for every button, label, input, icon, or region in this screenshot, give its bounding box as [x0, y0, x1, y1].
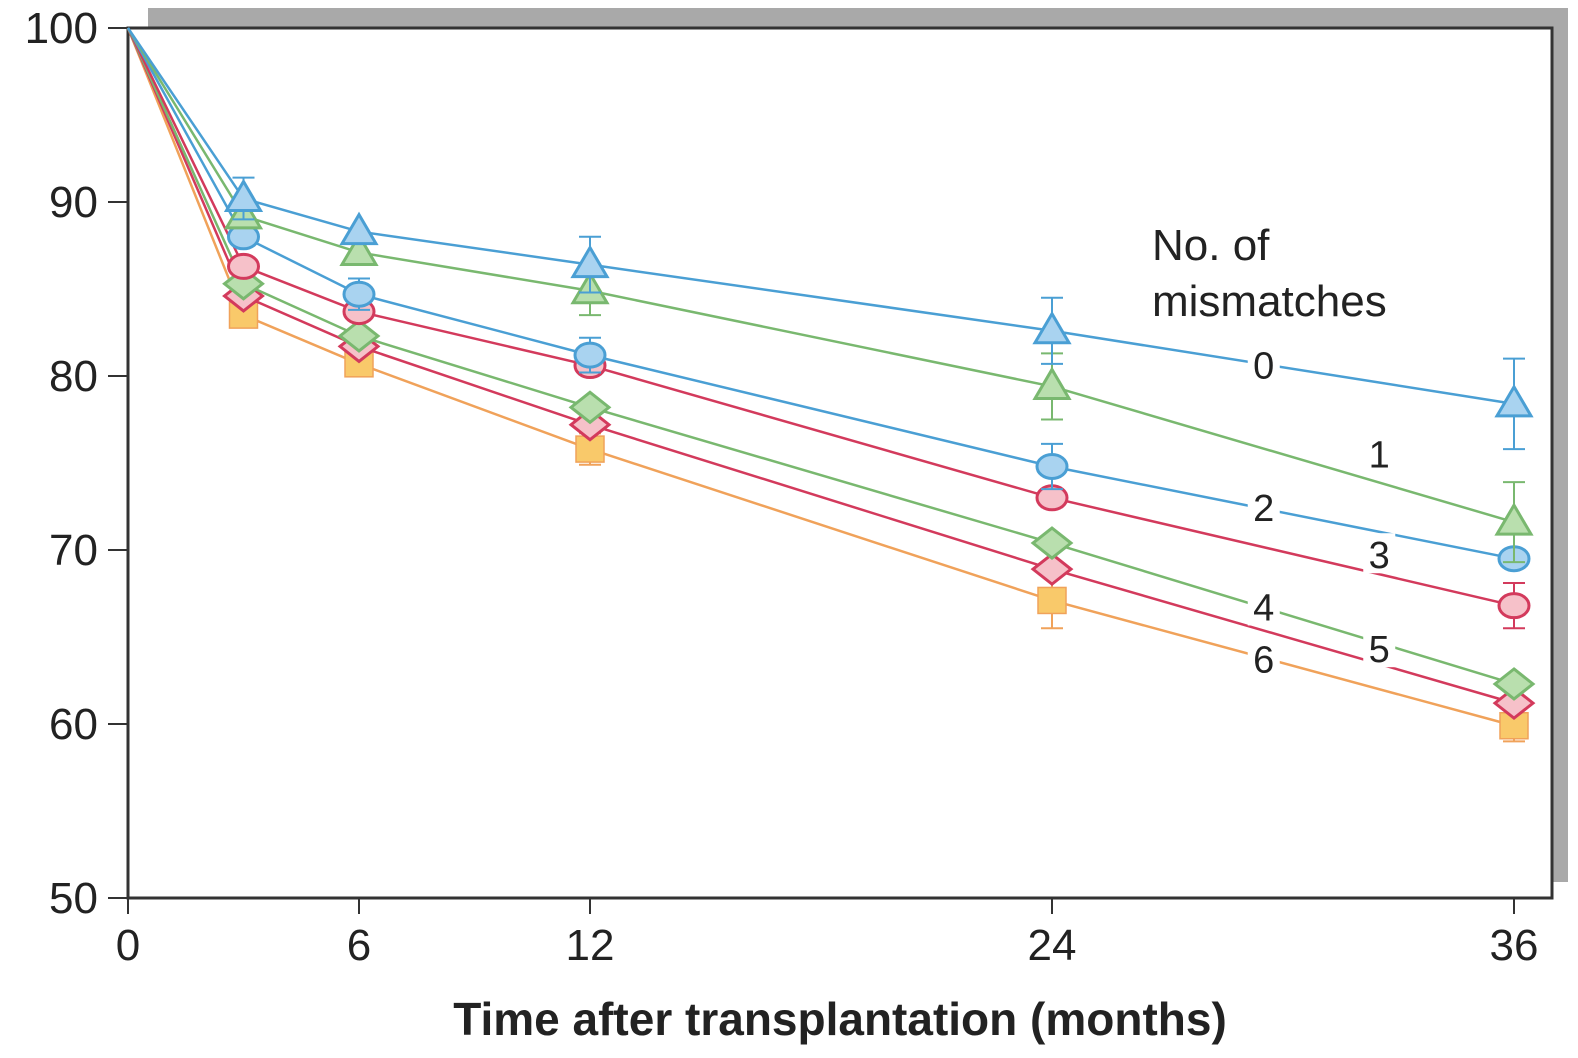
y-tick-label: 80 — [49, 352, 98, 401]
diamond-marker — [1030, 526, 1074, 560]
triangle-marker — [570, 244, 610, 279]
series-label: 3 — [1369, 535, 1390, 577]
x-tick-label: 24 — [1028, 921, 1077, 970]
x-axis-title: Time after transplantation (months) — [453, 993, 1227, 1045]
y-tick-label: 60 — [49, 700, 98, 749]
x-tick-label: 6 — [347, 921, 371, 970]
legend-title-line-2: mismatches — [1152, 277, 1387, 326]
series-line — [126, 27, 1515, 727]
series-label: 6 — [1253, 640, 1274, 682]
series-line — [126, 27, 1515, 560]
series-line — [126, 27, 1515, 524]
circle-marker — [227, 252, 260, 280]
diamond-marker — [568, 390, 612, 425]
square-marker — [228, 301, 259, 329]
triangle-marker — [339, 232, 379, 266]
square-marker — [1037, 586, 1067, 615]
series-line — [126, 27, 1515, 686]
circle-marker — [573, 341, 607, 369]
triangle-marker — [1032, 310, 1072, 345]
series-label: 0 — [1253, 346, 1274, 388]
series-0 — [126, 27, 1534, 451]
series-label: 2 — [1253, 488, 1274, 530]
x-tick-label: 0 — [116, 921, 140, 970]
y-tick-label: 100 — [25, 4, 98, 53]
triangle-marker — [1494, 383, 1534, 418]
series-label-backdrop — [1363, 533, 1396, 574]
series-label: 5 — [1369, 629, 1390, 671]
triangle-marker — [339, 211, 379, 246]
series-label-backdrop — [1363, 432, 1396, 473]
diamond-marker — [1030, 552, 1074, 587]
series-label-backdrop — [1247, 637, 1280, 678]
plot-frame — [126, 26, 1554, 900]
circle-marker — [342, 280, 376, 308]
diamond-marker — [1492, 667, 1536, 701]
diamond-marker — [337, 319, 381, 353]
series-line — [126, 27, 1515, 406]
circle-marker — [1035, 452, 1069, 480]
series-label-backdrop — [1247, 486, 1280, 527]
series-2 — [126, 27, 1531, 573]
series-label-group: 0 1 2 3 4 5 6 — [1247, 343, 1396, 682]
y-tick-label: 50 — [49, 874, 98, 923]
diamond-marker — [568, 407, 612, 442]
circle-marker — [1497, 592, 1531, 620]
plot-shadow-right — [1552, 8, 1568, 882]
x-tick-label: 36 — [1490, 921, 1539, 970]
series-line — [126, 27, 1515, 607]
series-label: 4 — [1253, 587, 1274, 629]
triangle-marker — [1494, 502, 1534, 536]
series-group — [126, 27, 1536, 743]
y-tick-label: 70 — [49, 526, 98, 575]
diamond-marker — [1492, 686, 1536, 721]
triangle-marker — [1032, 366, 1072, 400]
x-tick-label: 12 — [566, 921, 615, 970]
series-label-backdrop — [1247, 585, 1280, 626]
legend-title-line-1: No. of — [1152, 221, 1270, 270]
series-line — [126, 27, 1515, 705]
y-tick-label: 90 — [49, 178, 98, 227]
series-label: 1 — [1369, 434, 1390, 476]
plot-shadow-top — [148, 8, 1568, 28]
triangle-marker — [223, 178, 264, 213]
series-label-backdrop — [1363, 627, 1396, 668]
series-label-backdrop — [1247, 343, 1280, 384]
